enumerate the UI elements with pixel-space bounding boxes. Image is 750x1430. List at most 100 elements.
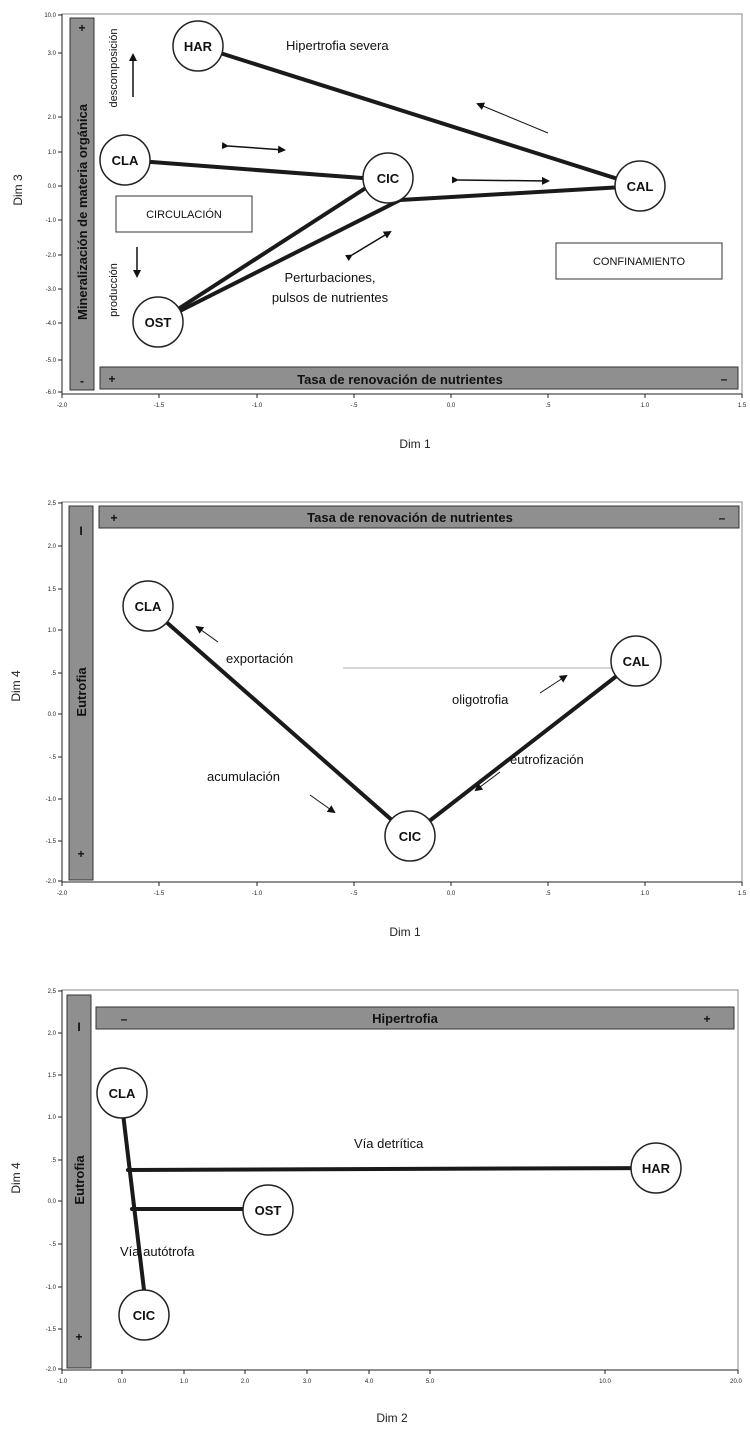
bar-sign-bottom: - bbox=[80, 374, 84, 388]
arrow-eutrofizacion bbox=[474, 771, 501, 792]
y-tick-label: -4.0 bbox=[46, 321, 57, 327]
node-cla bbox=[122, 580, 174, 632]
x-axis-label: Dim 1 bbox=[389, 925, 421, 939]
edge-detritica bbox=[126, 1166, 658, 1172]
bar-sign-left: + bbox=[108, 372, 115, 386]
annotation-pulsos: pulsos de nutrientes bbox=[272, 290, 389, 305]
y-tick-label: .5 bbox=[51, 671, 57, 677]
y-tick-label: .5 bbox=[51, 1158, 57, 1164]
nutrient-rate-bar-label: Tasa de renovación de nutrientes bbox=[297, 372, 503, 387]
bar-sign-right: + bbox=[703, 1012, 710, 1026]
confinamiento-box bbox=[555, 242, 723, 280]
annotation-exportacion: exportación bbox=[226, 651, 293, 666]
x-tick-label: 1.0 bbox=[641, 891, 650, 897]
node-ost bbox=[132, 296, 184, 348]
x-tick-label: 5.0 bbox=[426, 1379, 435, 1385]
edge-cla-cic bbox=[123, 158, 390, 182]
x-tick-label: -2.0 bbox=[57, 403, 68, 409]
x-tick-label: 1.5 bbox=[738, 891, 747, 897]
y-axis-label: Dim 3 bbox=[11, 174, 25, 206]
node-cla-label: CLA bbox=[112, 153, 139, 168]
x-tick-label: -1.5 bbox=[154, 403, 165, 409]
bar-sign-top: I bbox=[79, 524, 82, 538]
eutrofia-bar-label: Eutrofia bbox=[74, 667, 89, 717]
y-tick-label: -.5 bbox=[49, 755, 57, 761]
nutrient-rate-bar bbox=[98, 505, 740, 529]
y-tick-label: 3.0 bbox=[48, 51, 57, 57]
y-tick-label: 0.0 bbox=[48, 1199, 57, 1205]
double-arrow bbox=[221, 142, 286, 154]
node-cla bbox=[99, 134, 151, 186]
node-cic-label: CIC bbox=[133, 1308, 156, 1323]
double-arrow bbox=[345, 230, 392, 262]
y-tick-label: 1.0 bbox=[48, 628, 57, 634]
y-tick-label: -1.0 bbox=[46, 1285, 57, 1291]
node-cic bbox=[118, 1289, 170, 1341]
y-tick-label: -2.0 bbox=[46, 879, 57, 885]
x-tick-label: -1.0 bbox=[252, 891, 263, 897]
x-tick-label: -.5 bbox=[350, 891, 358, 897]
nutrient-rate-bar-label: Tasa de renovación de nutrientes bbox=[307, 510, 513, 525]
bar-sign-bottom: + bbox=[75, 1330, 82, 1344]
y-tick-label: -1.0 bbox=[46, 218, 57, 224]
edge-ost-cic bbox=[156, 180, 377, 324]
panel-2: 2.5 2.0 1.5 1.0 .5 0.0 -.5 -1.0 -1.5 -2.… bbox=[9, 501, 747, 939]
node-ost-label: OST bbox=[255, 1203, 282, 1218]
double-arrow bbox=[451, 176, 550, 185]
x-ticks: -1.0 0.0 1.0 2.0 3.0 4.0 5.0 10.0 20.0 bbox=[57, 1370, 742, 1385]
x-tick-label: 1.5 bbox=[738, 403, 747, 409]
y-tick-label: 1.5 bbox=[48, 1073, 57, 1079]
node-cal-label: CAL bbox=[623, 654, 650, 669]
y-tick-label: -2.0 bbox=[46, 1367, 57, 1373]
edge-har-cal bbox=[196, 44, 642, 188]
node-ost bbox=[242, 1184, 294, 1236]
y-tick-label: -6.0 bbox=[46, 390, 57, 396]
y-tick-label: -.5 bbox=[49, 1242, 57, 1248]
y-axis-label: Dim 4 bbox=[9, 1162, 23, 1194]
mineralization-bar-label: Mineralización de materia orgánica bbox=[75, 103, 90, 320]
y-tick-label: -1.5 bbox=[46, 1327, 57, 1333]
edge-cic-cal bbox=[408, 659, 638, 838]
annotation-hipertrofia: Hipertrofia severa bbox=[286, 38, 389, 53]
y-tick-label: 1.0 bbox=[48, 1115, 57, 1121]
y-tick-label: 1.0 bbox=[48, 150, 57, 156]
y-tick-label: -3.0 bbox=[46, 287, 57, 293]
y-tick-label: 2.0 bbox=[48, 544, 57, 550]
node-cic-label: CIC bbox=[377, 171, 400, 186]
x-tick-label: 1.0 bbox=[180, 1379, 189, 1385]
nutrient-rate-bar bbox=[99, 366, 739, 390]
y-tick-label: 2.0 bbox=[48, 115, 57, 121]
x-tick-label: -1.0 bbox=[252, 403, 263, 409]
x-tick-label: .5 bbox=[545, 403, 551, 409]
x-tick-label: 0.0 bbox=[447, 891, 456, 897]
arrow-acumulacion bbox=[309, 794, 336, 814]
annotation-detritica: Vía detrítica bbox=[354, 1136, 424, 1151]
x-tick-label: 0.0 bbox=[118, 1379, 127, 1385]
x-tick-label: 20.0 bbox=[730, 1379, 742, 1385]
node-har-label: HAR bbox=[184, 39, 213, 54]
node-cla-label: CLA bbox=[135, 599, 162, 614]
x-tick-label: 1.0 bbox=[641, 403, 650, 409]
x-tick-label: -2.0 bbox=[57, 891, 68, 897]
x-axis-label: Dim 2 bbox=[376, 1411, 408, 1425]
bar-sign-top: I bbox=[77, 1020, 80, 1034]
arrow-oligotrofia bbox=[539, 674, 568, 694]
node-cic-label: CIC bbox=[399, 829, 422, 844]
node-cla bbox=[96, 1067, 148, 1119]
bar-sign-right: – bbox=[719, 511, 726, 525]
mineralization-bar bbox=[69, 17, 95, 391]
eutrofia-bar-label: Eutrofia bbox=[72, 1155, 87, 1205]
y-axis-label: Dim 4 bbox=[9, 670, 23, 702]
side-label-top: descomposición bbox=[108, 29, 120, 108]
y-ticks: 2.5 2.0 1.5 1.0 .5 0.0 -.5 -1.0 -1.5 -2.… bbox=[46, 501, 62, 885]
annotation-oligotrofia: oligotrofia bbox=[452, 692, 509, 707]
node-cic bbox=[384, 810, 436, 862]
y-tick-label: -5.0 bbox=[46, 358, 57, 364]
y-ticks: 10.0 3.0 2.0 1.0 0.0 -1.0 -2.0 -3.0 -4.0… bbox=[44, 13, 62, 396]
x-tick-label: .5 bbox=[545, 891, 551, 897]
x-ticks: -2.0 -1.5 -1.0 -.5 0.0 .5 1.0 1.5 bbox=[57, 882, 747, 897]
panel-1: 10.0 3.0 2.0 1.0 0.0 -1.0 -2.0 -3.0 -4.0… bbox=[11, 13, 747, 451]
x-tick-label: 0.0 bbox=[447, 403, 456, 409]
bar-sign-right: – bbox=[721, 372, 728, 386]
x-tick-label: -.5 bbox=[350, 403, 358, 409]
